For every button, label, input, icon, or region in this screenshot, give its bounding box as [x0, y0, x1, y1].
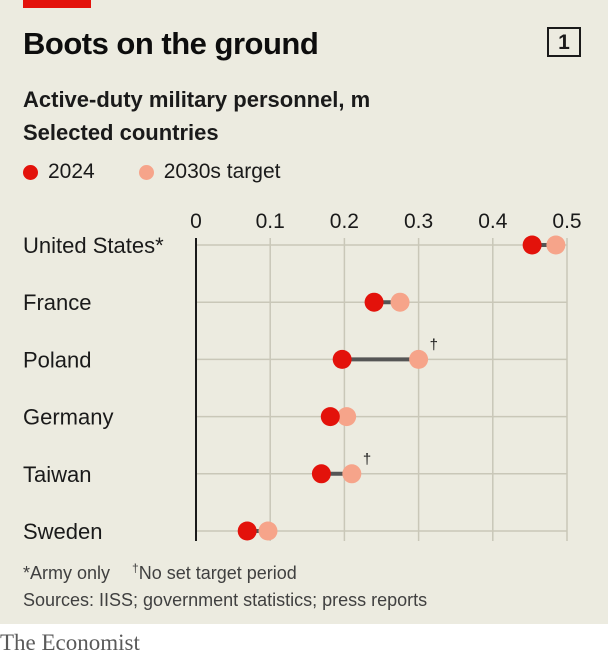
country-label: France [23, 290, 91, 315]
footnote: *Army only †No set target period [23, 561, 297, 584]
chart-number-badge: 1 [547, 27, 581, 57]
footnote-no-target: No set target period [138, 563, 297, 583]
legend-swatch-target [138, 164, 154, 180]
x-tick-label: 0.2 [330, 210, 359, 233]
x-tick-label: 0.4 [478, 210, 508, 233]
dagger-marker: † [430, 336, 438, 353]
country-label: Germany [23, 405, 113, 430]
sources-note: Sources: IISS; government statistics; pr… [23, 590, 428, 610]
target-dot [337, 407, 357, 427]
subtitle-line-2: Selected countries [23, 120, 219, 145]
chart-panel [0, 0, 608, 624]
dot-2024 [320, 407, 340, 427]
dumbbell-chart: 0 0.1 0.2 0.3 0.4 0.5 United States* France Pola… [23, 210, 582, 544]
dot-2024 [311, 464, 331, 484]
chart-subtitle: Active-duty military personnel, m Select… [23, 83, 370, 149]
legend-label-target: 2030s target [163, 160, 281, 183]
economist-logo-text: The Economist [0, 630, 140, 655]
legend-item-2024: 2024 [23, 160, 95, 184]
country-label: Poland [23, 347, 92, 372]
subtitle-line-1: Active-duty military personnel, m [23, 87, 371, 112]
x-tick-label: 0.5 [552, 210, 581, 233]
legend-item-target: 2030s target [138, 160, 281, 184]
target-dot [409, 349, 429, 369]
x-tick-label: 0 [190, 210, 202, 233]
dot-2024 [237, 521, 257, 541]
dagger-symbol: † [132, 561, 139, 575]
country-label: Taiwan [23, 462, 91, 487]
dagger-marker: † [363, 451, 371, 468]
target-dot [390, 292, 410, 312]
legend-swatch-2024 [23, 164, 38, 180]
dot-2024 [364, 292, 384, 312]
chart-legend: 2024 2030s target [23, 160, 324, 184]
chart-title: Boots on the ground [23, 26, 319, 61]
country-label: Sweden [23, 519, 103, 544]
country-label: United States* [23, 233, 164, 258]
target-dot [342, 464, 362, 484]
dot-2024 [332, 349, 352, 369]
x-tick-label: 0.1 [256, 210, 285, 233]
brand-red-tab [23, 0, 91, 8]
x-tick-label: 0.3 [404, 210, 433, 233]
target-dot [258, 521, 278, 541]
dot-2024 [522, 235, 542, 255]
target-dot [546, 235, 566, 255]
footnote-army-only: *Army only [23, 563, 111, 583]
legend-label-2024: 2024 [48, 160, 95, 183]
